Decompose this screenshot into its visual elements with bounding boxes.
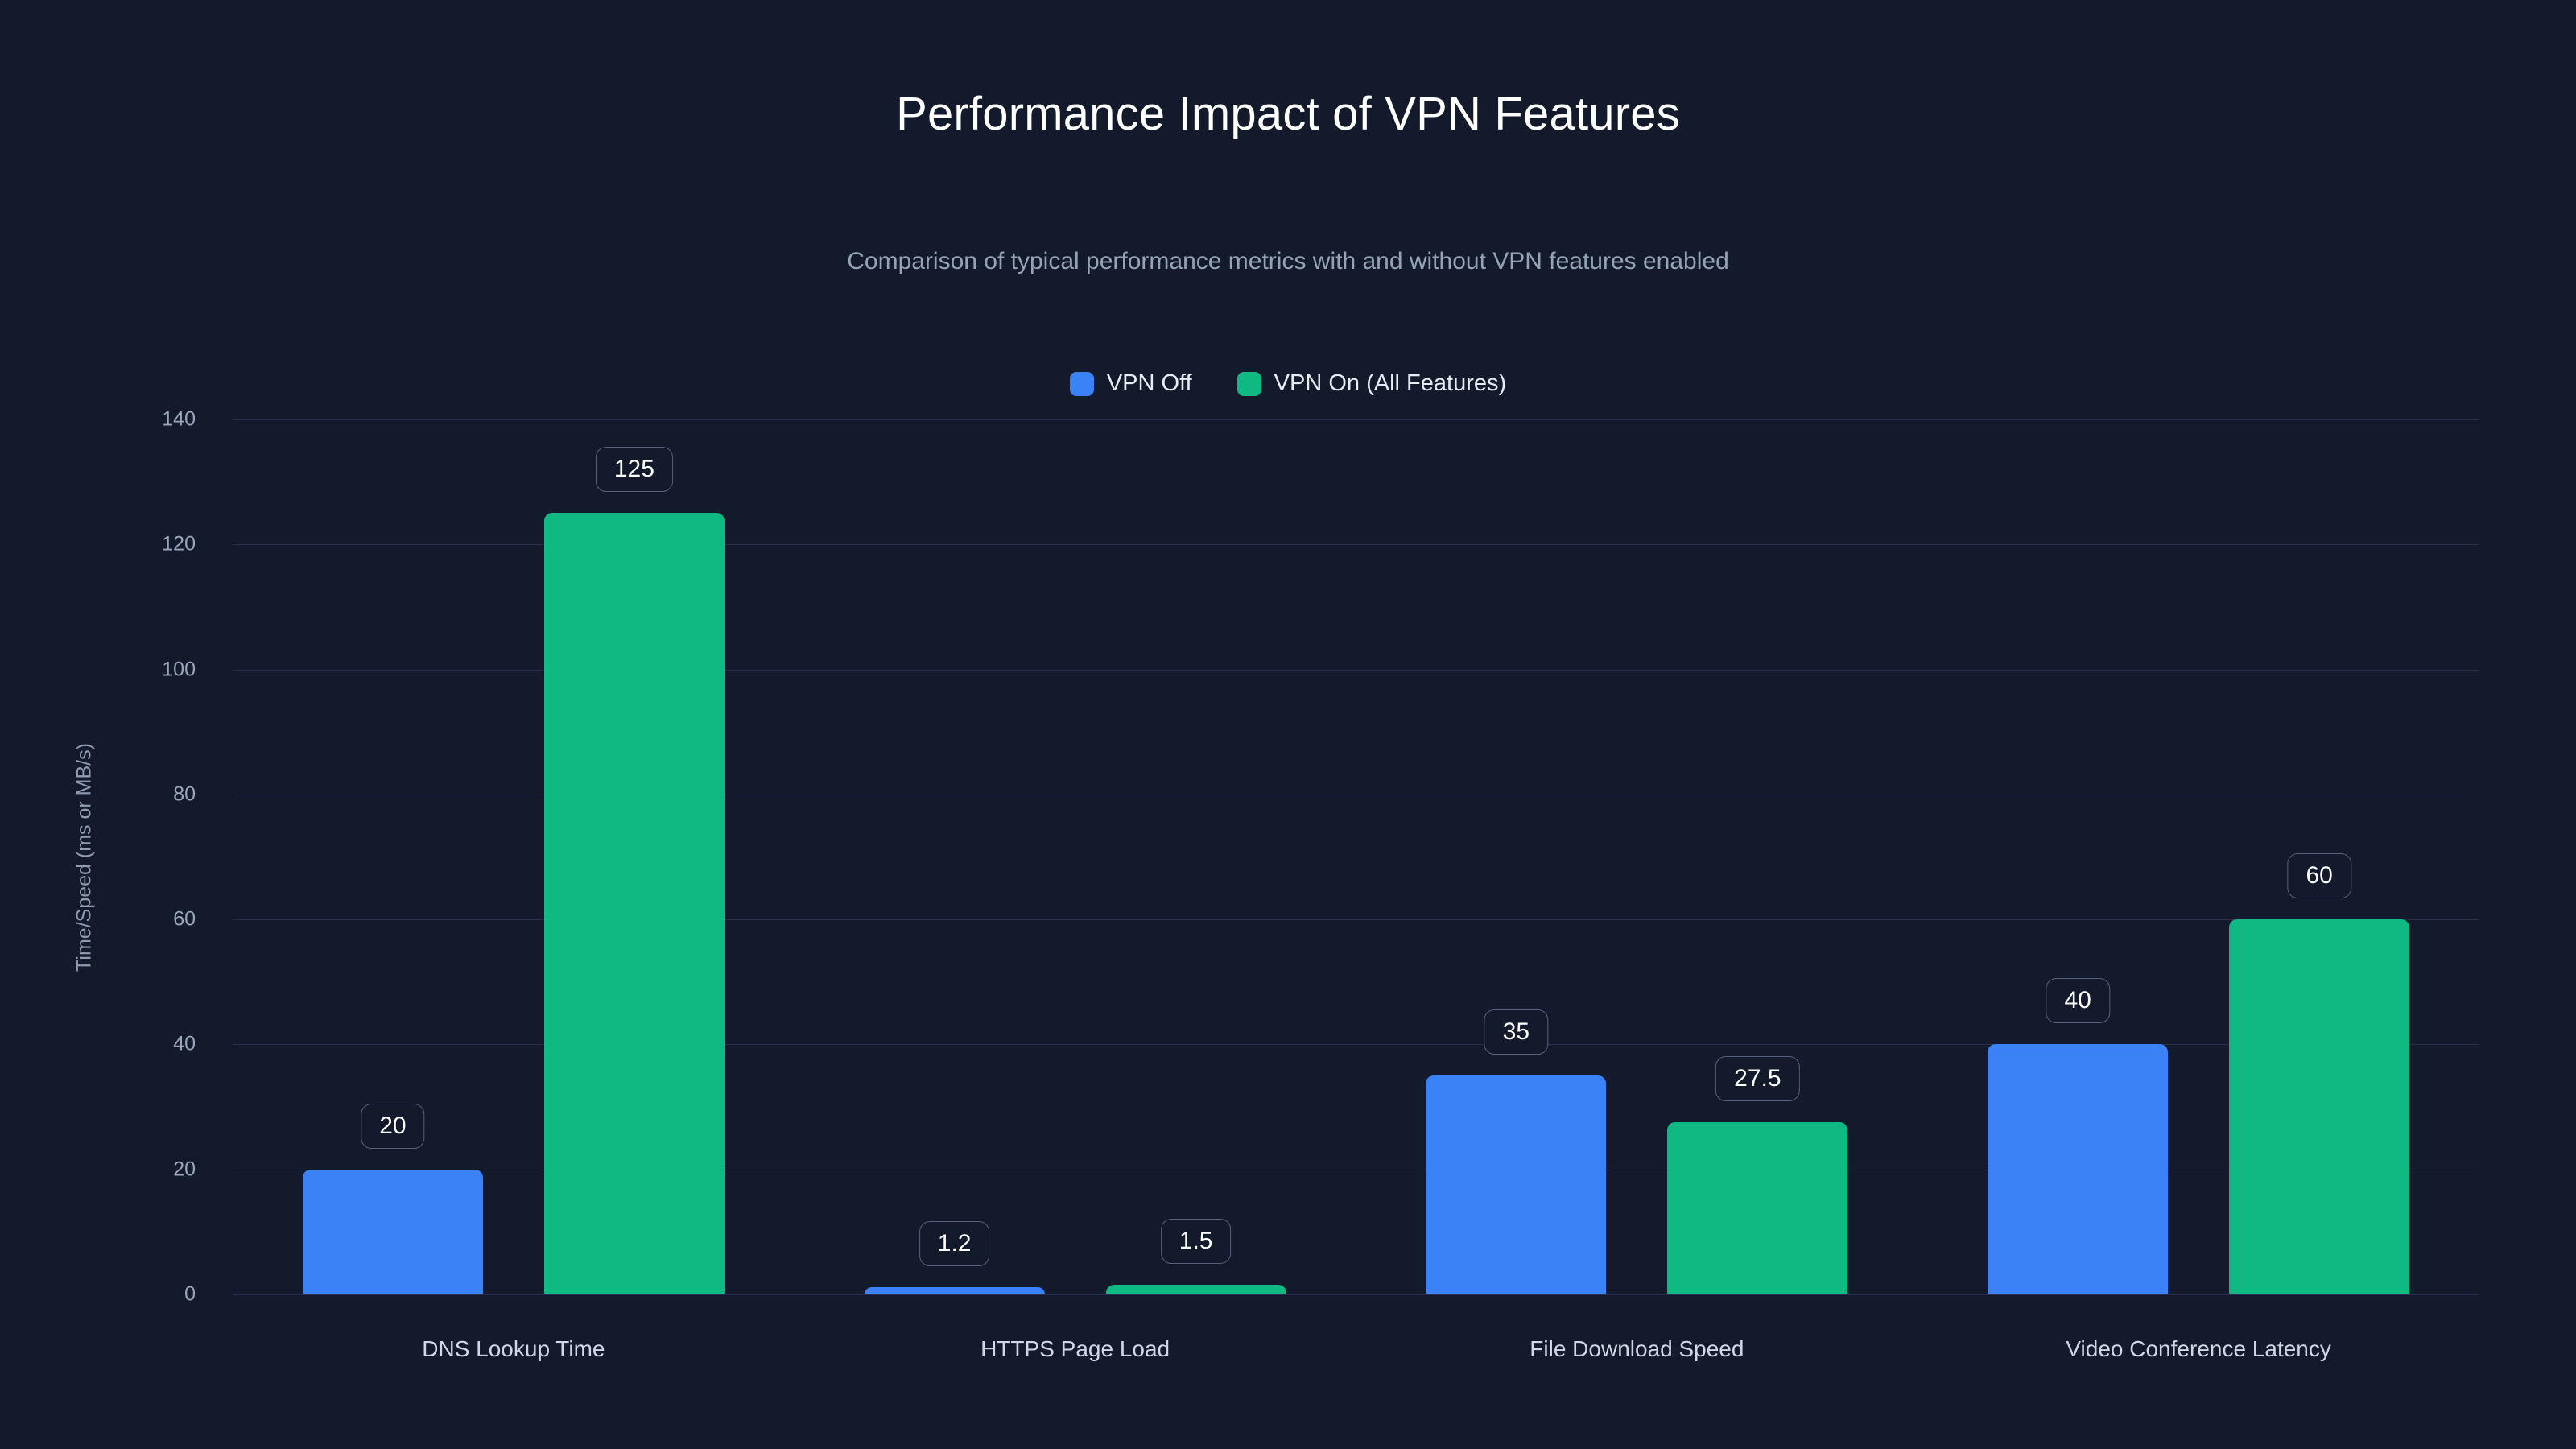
bar-value-badge: 125: [595, 447, 673, 493]
gridline: [233, 919, 2479, 921]
legend-swatch-icon: [1236, 371, 1261, 396]
bar-value-badge: 20: [361, 1103, 425, 1149]
bar-value-badge: 40: [2046, 978, 2110, 1024]
y-axis-tick-label: 100: [162, 658, 196, 681]
bar[interactable]: [1105, 1285, 1286, 1294]
y-axis-tick-label: 20: [173, 1158, 196, 1181]
gridline: [233, 1044, 2479, 1046]
legend-label: VPN Off: [1106, 370, 1192, 396]
bar-value-badge: 1.5: [1160, 1219, 1232, 1265]
legend-item-vpn-on[interactable]: VPN On (All Features): [1236, 370, 1507, 397]
legend-swatch-icon: [1069, 371, 1094, 396]
bar[interactable]: [1988, 1044, 2169, 1294]
y-axis-tick-label: 140: [162, 407, 196, 431]
bar[interactable]: [1426, 1075, 1607, 1294]
bar-value-badge: 60: [2287, 853, 2351, 899]
y-axis-tick-label: 40: [173, 1032, 196, 1055]
gridline: [233, 419, 2479, 420]
x-axis-category-label: Video Conference Latency: [2066, 1336, 2331, 1361]
y-axis-ticks: 0 20 40 60 80 100 120 140: [0, 408, 233, 1306]
bar-value-badge: 27.5: [1715, 1056, 1800, 1102]
y-axis-tick-label: 80: [173, 782, 196, 806]
x-axis-category-label: DNS Lookup Time: [422, 1336, 605, 1361]
plot-area: [233, 419, 2479, 1295]
bar[interactable]: [2229, 919, 2410, 1294]
chart-subtitle: Comparison of typical performance metric…: [847, 248, 1729, 275]
bar-value-badge: 35: [1484, 1009, 1549, 1055]
bar[interactable]: [302, 1169, 483, 1294]
y-axis-tick-label: 120: [162, 532, 196, 555]
bar[interactable]: [543, 513, 724, 1294]
bar-value-badge: 1.2: [919, 1220, 990, 1266]
legend-label: VPN On (All Features): [1274, 370, 1507, 396]
gridline: [233, 544, 2479, 546]
legend-item-vpn-off[interactable]: VPN Off: [1069, 370, 1192, 397]
chart-legend: VPN Off VPN On (All Features): [0, 370, 2576, 397]
y-axis-label: Time/Speed (ms or MB/s): [72, 743, 96, 972]
x-axis-category-label: File Download Speed: [1530, 1336, 1744, 1361]
gridline: [233, 1294, 2479, 1295]
y-axis-tick-label: 60: [173, 907, 196, 931]
x-axis-category-label: HTTPS Page Load: [980, 1336, 1170, 1361]
bar[interactable]: [1667, 1122, 1848, 1294]
y-axis-tick-label: 0: [184, 1282, 196, 1306]
bar[interactable]: [864, 1286, 1045, 1294]
gridline: [233, 669, 2479, 671]
chart-title: Performance Impact of VPN Features: [896, 88, 1680, 140]
